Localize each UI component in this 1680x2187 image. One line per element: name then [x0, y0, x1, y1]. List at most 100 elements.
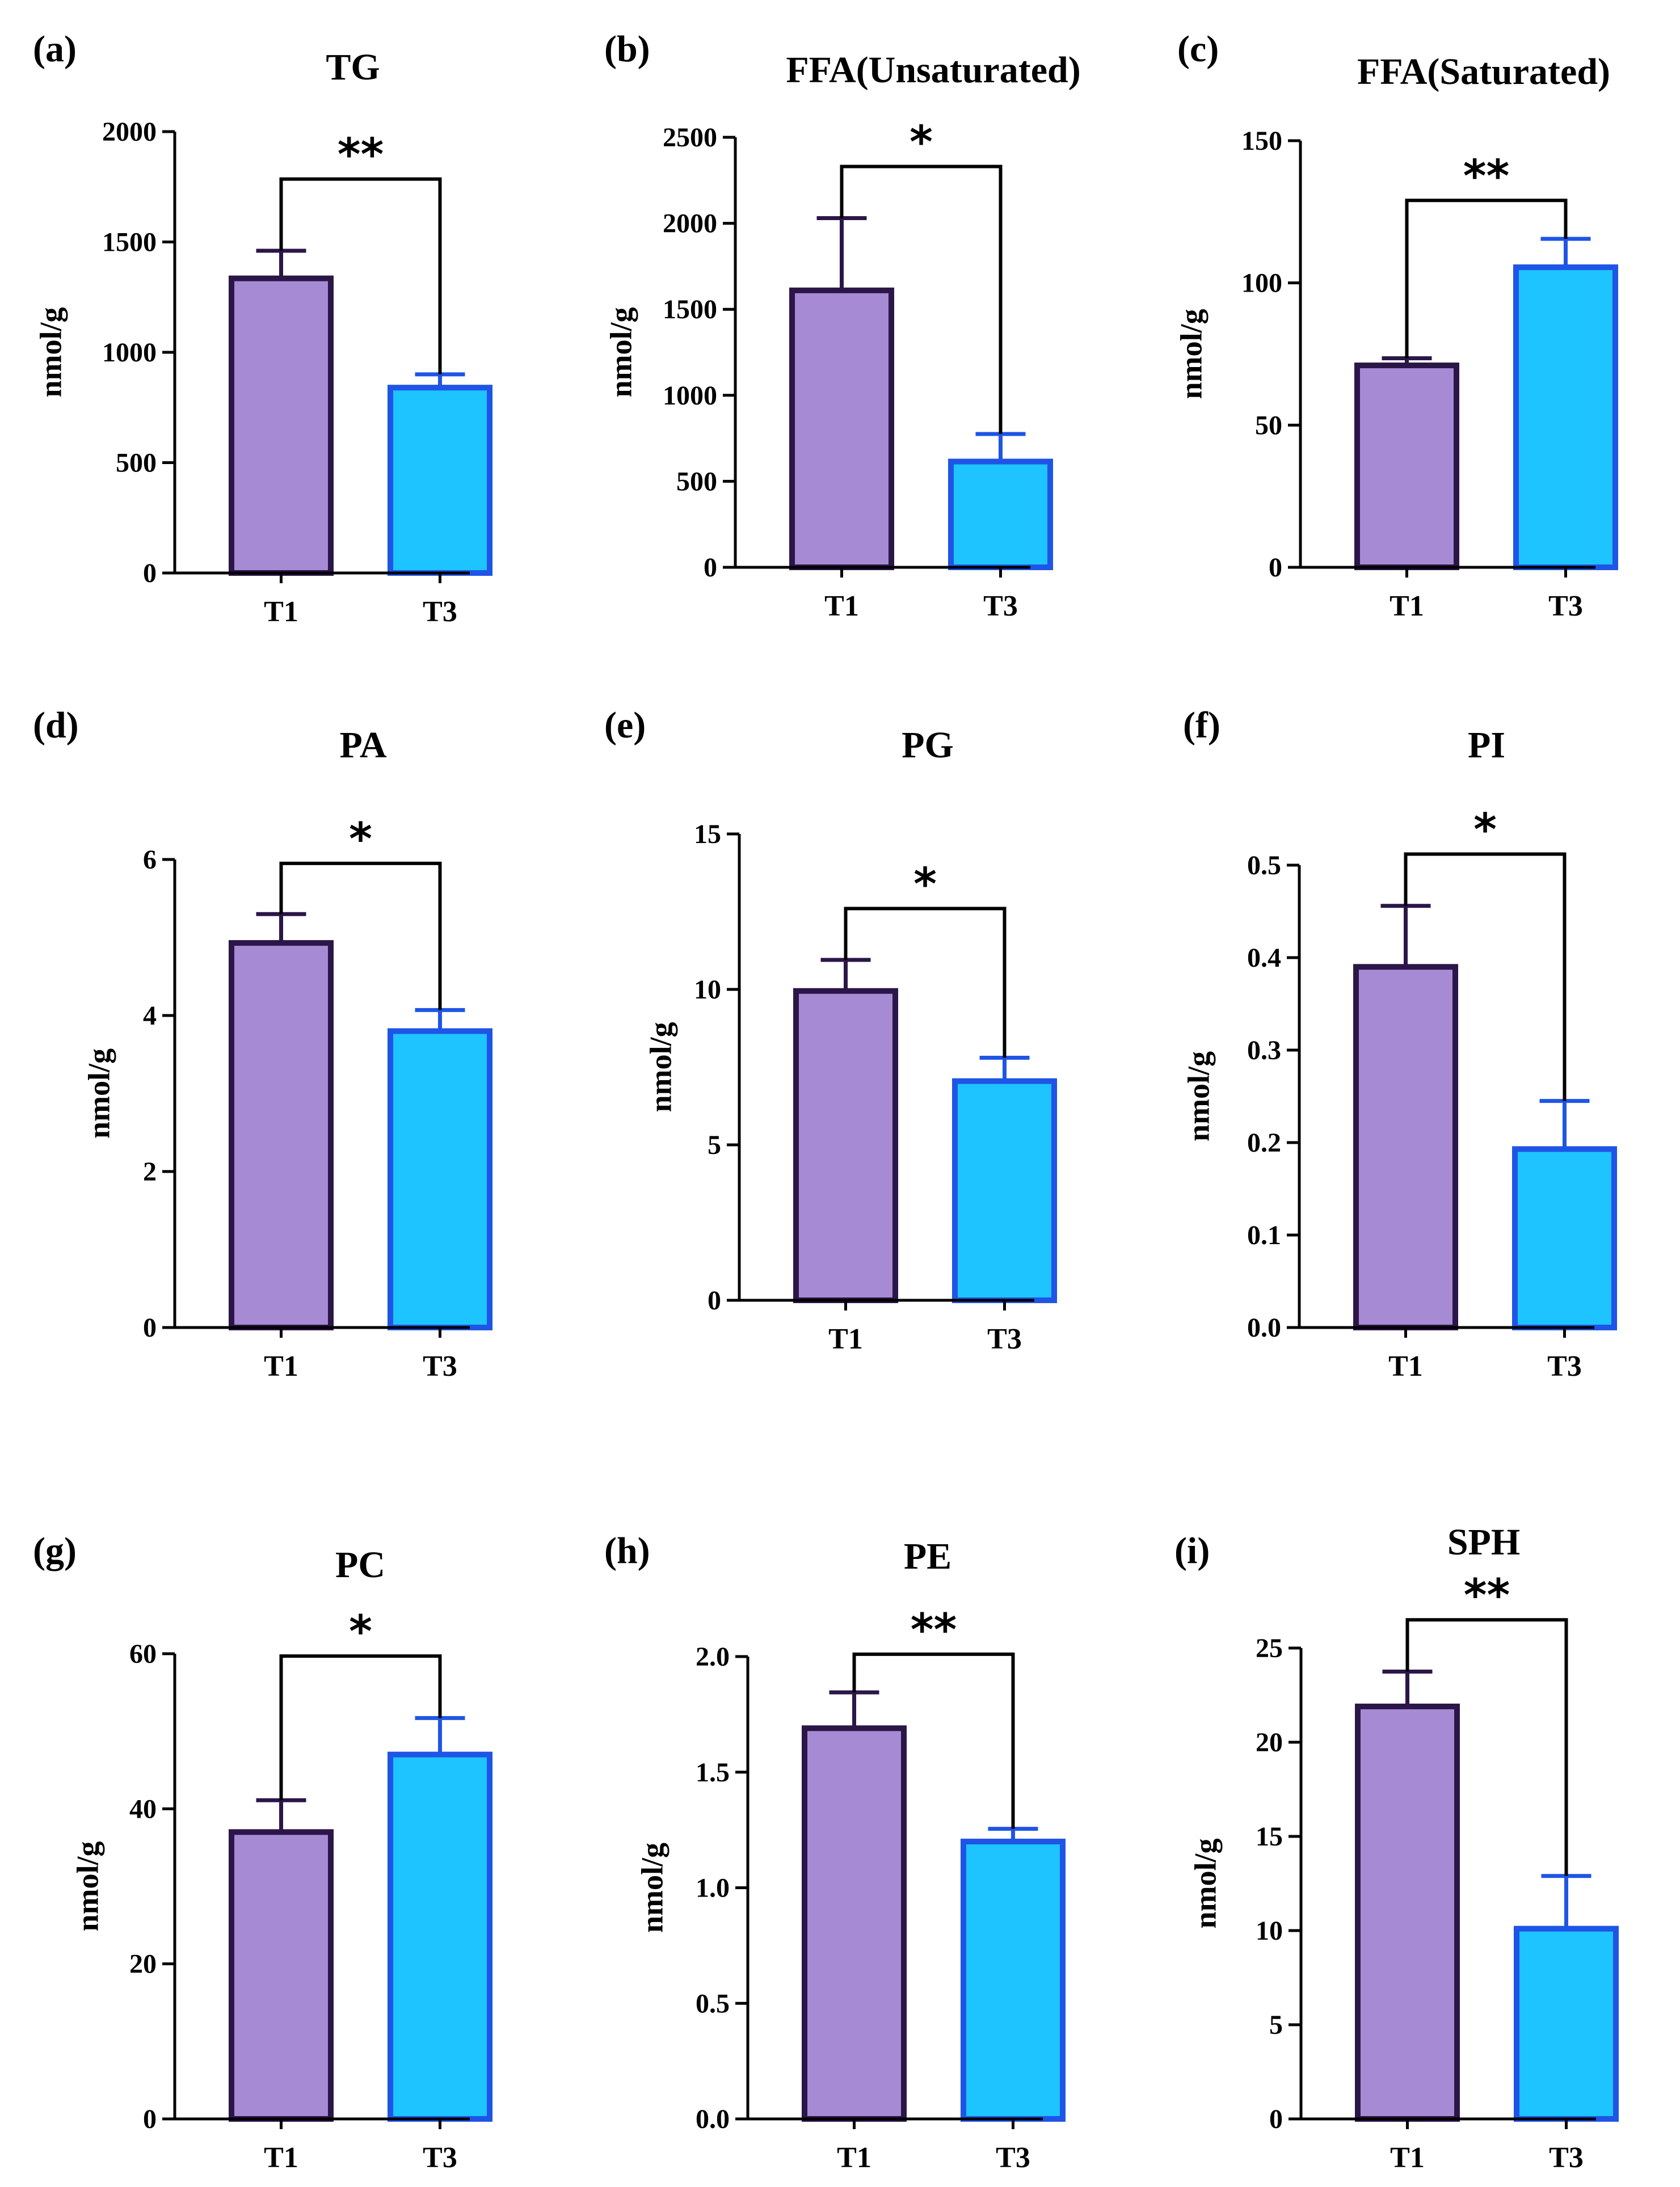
- y-axis-label: nmol/g: [604, 307, 638, 397]
- significance-bracket: [1405, 199, 1568, 359]
- y-tick-label: 2500: [663, 123, 717, 153]
- y-tick-label: 100: [1241, 268, 1282, 298]
- bar-t1: [229, 940, 334, 1330]
- y-tick-label: 2000: [663, 209, 717, 239]
- y-tick-label: 1500: [663, 294, 717, 325]
- chart-title: PI: [1468, 724, 1505, 766]
- bar-t3: [388, 1028, 492, 1330]
- y-tick-label: 20: [129, 1949, 157, 1979]
- significance-marker: **: [1463, 151, 1510, 202]
- y-tick-label: 0: [143, 1313, 157, 1343]
- panel-label: (g): [33, 1530, 77, 1571]
- panel-label: (e): [604, 705, 646, 746]
- significance-bracket: [844, 907, 1007, 1058]
- y-tick-label: 10: [1256, 1916, 1283, 1946]
- chart-title: SPH: [1447, 1522, 1520, 1563]
- panel-label: (d): [33, 705, 79, 746]
- significance-marker: *: [349, 1607, 372, 1658]
- y-tick-label: 50: [1255, 410, 1282, 440]
- y-axis-label: nmol/g: [70, 1841, 104, 1931]
- bar-t1: [789, 287, 894, 570]
- x-tick-label: T1: [1390, 590, 1424, 622]
- x-tick-label: T1: [1388, 1350, 1423, 1383]
- bar-t3: [1512, 1146, 1617, 1331]
- y-tick-label: 15: [694, 819, 721, 849]
- bar-t3: [388, 1751, 492, 2122]
- y-tick-label: 25: [1256, 1633, 1283, 1663]
- y-tick-label: 2: [143, 1157, 157, 1187]
- y-tick-label: 500: [116, 448, 157, 478]
- x-tick-label: T1: [264, 596, 298, 628]
- x-tick-label: T3: [423, 1350, 457, 1383]
- y-tick-label: 0: [708, 1286, 721, 1316]
- y-axis-label: nmol/g: [1174, 309, 1208, 399]
- bar-t3: [388, 385, 492, 576]
- chart-title: PA: [339, 724, 386, 766]
- bar-t1: [793, 988, 898, 1303]
- chart-panel-c: (c) FFA(Saturated) nmol/g T1 T3 0 50 100 150 **: [1174, 28, 1618, 622]
- y-tick-label: 1.5: [696, 1758, 730, 1788]
- significance-bracket: [1405, 1618, 1568, 1876]
- bar-t3: [952, 1078, 1057, 1304]
- y-tick-label: 1500: [102, 227, 157, 258]
- chart-panel-i: (i) SPH nmol/g T1 T3 0 5 10 15 20 25 **: [1174, 1522, 1619, 2174]
- significance-bracket: [1404, 852, 1567, 1101]
- x-tick-label: T3: [987, 1323, 1022, 1355]
- chart-panel-h: (h) PE nmol/g T1 T3 0.0 0.5 1.0 1.5 2.0 **: [604, 1530, 1066, 2174]
- bar-t3: [1513, 264, 1618, 570]
- chart-title: PE: [904, 1536, 951, 1577]
- chart-title: PG: [902, 724, 954, 766]
- panel-label: (h): [604, 1530, 650, 1571]
- significance-marker: *: [913, 859, 937, 911]
- y-tick-label: 0: [704, 553, 717, 583]
- y-axis-label: nmol/g: [643, 1022, 677, 1112]
- bar-t1: [1354, 363, 1459, 570]
- panel-label: (a): [33, 28, 77, 70]
- bar-t3: [1514, 1925, 1619, 2122]
- y-tick-label: 6: [143, 845, 157, 875]
- chart-panel-f: (f) PI nmol/g T1 T3 0.0 0.1 0.2 0.3 0.4 0.5 *: [1181, 705, 1617, 1383]
- y-tick-label: 10: [694, 975, 721, 1005]
- significance-bracket: [279, 861, 442, 1010]
- panel-label: (b): [604, 28, 650, 70]
- significance-bracket: [852, 1652, 1015, 1829]
- y-tick-label: 0: [1269, 553, 1282, 583]
- bar-t1: [1355, 1703, 1460, 2122]
- x-tick-label: T3: [1547, 1350, 1582, 1383]
- significance-bracket: [279, 1654, 442, 1801]
- significance-marker: **: [1464, 1570, 1510, 1621]
- x-tick-label: T3: [423, 596, 457, 628]
- y-tick-label: 2000: [102, 117, 157, 147]
- chart-title: PC: [335, 1544, 385, 1586]
- x-tick-label: T1: [828, 1323, 863, 1355]
- y-tick-label: 0.0: [696, 2104, 730, 2134]
- y-tick-label: 40: [129, 1794, 157, 1824]
- bar-t1: [229, 275, 334, 576]
- significance-marker: *: [910, 117, 933, 168]
- x-tick-label: T1: [1390, 2142, 1425, 2174]
- panel-label: (c): [1177, 28, 1219, 70]
- chart-panel-g: (g) PC nmol/g T1 T3 0 20 40 60 *: [33, 1530, 492, 2174]
- x-tick-label: T3: [423, 2142, 457, 2174]
- bar-t3: [961, 1839, 1066, 2122]
- y-tick-label: 0.3: [1247, 1035, 1281, 1065]
- y-tick-label: 5: [708, 1130, 721, 1160]
- y-tick-label: 1.0: [696, 1873, 730, 1903]
- significance-bracket: [279, 177, 442, 374]
- x-tick-label: T3: [996, 2142, 1030, 2174]
- bar-t1: [229, 1829, 334, 2122]
- y-tick-label: 0.2: [1247, 1128, 1281, 1158]
- y-axis-label: nmol/g: [33, 307, 68, 397]
- y-axis-label: nmol/g: [82, 1048, 116, 1139]
- bar-t1: [1353, 964, 1458, 1331]
- y-tick-label: 0.5: [1247, 850, 1281, 880]
- y-tick-label: 15: [1256, 1822, 1283, 1852]
- significance-marker: *: [349, 814, 372, 865]
- y-tick-label: 4: [143, 1001, 157, 1031]
- bar-t1: [802, 1725, 907, 2122]
- significance-marker: *: [1473, 804, 1497, 856]
- x-tick-label: T1: [264, 1350, 298, 1383]
- chart-panel-a: (a) TG nmol/g T1 T3 0 500 1000 1500 2000 **: [33, 28, 492, 628]
- panel-label: (f): [1183, 705, 1220, 746]
